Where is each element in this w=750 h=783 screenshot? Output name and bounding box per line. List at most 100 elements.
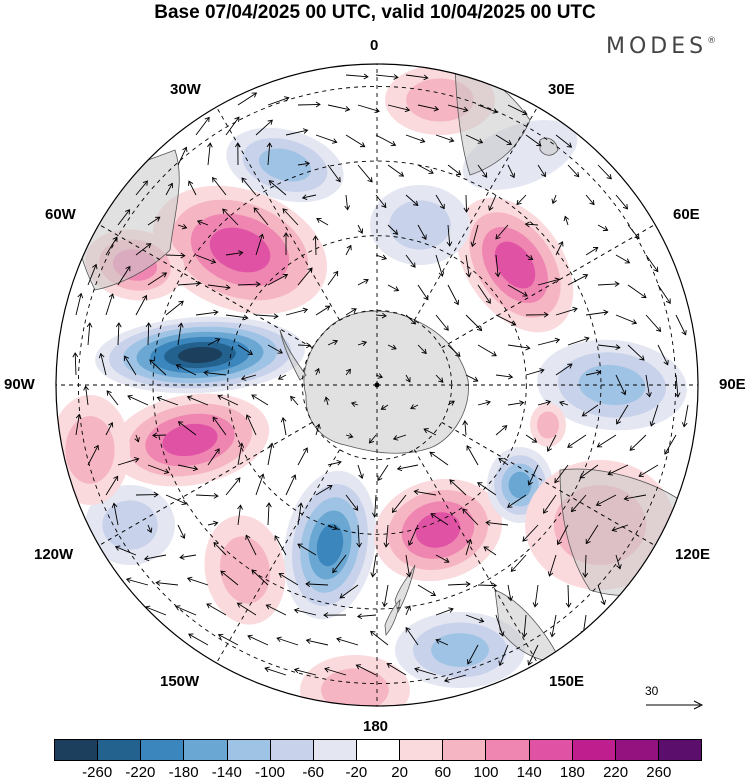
wind-arrow-head	[355, 664, 362, 670]
wind-arrow-head	[616, 419, 622, 425]
wind-arrow	[147, 216, 161, 226]
map-border	[55, 63, 699, 707]
wind-arrow	[627, 224, 640, 239]
wind-arrow	[332, 554, 347, 573]
wind-arrow	[302, 194, 317, 199]
anomaly-contour	[508, 471, 532, 499]
wind-arrow-head	[540, 171, 546, 178]
wind-arrow	[488, 194, 497, 211]
wind-arrow-head	[381, 202, 387, 209]
wind-arrow	[113, 503, 119, 526]
wind-arrow-head	[363, 278, 369, 284]
wind-arrow	[124, 355, 137, 376]
wind-arrow	[507, 104, 528, 115]
wind-arrow	[106, 390, 119, 406]
wind-arrow-head	[188, 633, 194, 639]
wind-arrow	[369, 434, 377, 444]
wind-arrow	[327, 271, 339, 286]
wind-arrow-head	[600, 599, 607, 606]
wind-arrow-head	[265, 604, 272, 610]
wind-arrow-head	[188, 180, 194, 186]
modes-logo: MODES®	[606, 34, 717, 59]
wind-arrow	[220, 570, 239, 586]
wind-arrow	[177, 282, 200, 286]
wind-arrow-head	[213, 493, 219, 499]
wind-arrow-head	[483, 546, 489, 552]
wind-arrow	[507, 494, 527, 508]
wind-arrow-head	[596, 442, 603, 448]
wind-arrow-head	[153, 491, 159, 498]
wind-arrow	[237, 443, 243, 466]
wind-arrow-head	[93, 444, 99, 451]
wind-arrow-head	[370, 572, 377, 578]
wind-arrow-head	[307, 267, 313, 273]
graticule	[56, 64, 698, 706]
wind-arrow	[627, 284, 647, 298]
wind-arrow-head	[305, 638, 312, 644]
wind-arrow-head	[446, 241, 453, 247]
wind-arrow	[315, 305, 330, 316]
wind-arrow-head	[527, 255, 534, 261]
wind-arrow	[585, 311, 608, 316]
wind-arrow	[525, 223, 539, 226]
wind-arrow-head	[336, 636, 342, 643]
wind-arrow	[417, 164, 434, 174]
wind-arrow-head	[236, 602, 243, 608]
wind-arrow	[179, 554, 197, 559]
wind-arrow-head	[241, 177, 247, 183]
wind-arrow-head	[393, 74, 399, 80]
wind-arrow	[525, 434, 537, 443]
wind-arrow	[206, 603, 227, 616]
wind-arrow	[567, 584, 570, 608]
wind-arrow	[435, 554, 450, 563]
wind-arrow-head	[491, 351, 497, 357]
wind-arrow	[117, 266, 131, 286]
wind-arrow-head	[335, 176, 341, 183]
wind-arrow	[615, 554, 621, 569]
anomaly-field	[56, 65, 687, 706]
wind-arrow	[657, 344, 669, 365]
wind-arrow	[375, 194, 387, 208]
wind-arrow	[204, 371, 227, 376]
wind-arrow-head	[301, 194, 308, 200]
wind-arrow	[356, 664, 377, 676]
wind-arrow-head	[192, 465, 199, 472]
colorbar-tick-label: -20	[345, 764, 368, 781]
wind-arrow-head	[455, 351, 461, 357]
wind-arrow	[477, 104, 498, 113]
south-pole-marker	[374, 382, 380, 388]
wind-arrow	[645, 314, 661, 332]
wind-arrow-head	[204, 116, 210, 123]
wind-arrow-head	[324, 305, 331, 311]
wind-arrow	[597, 283, 619, 286]
wind-arrow	[135, 243, 152, 256]
wind-arrow-head	[623, 495, 629, 502]
wind-arrow-head	[444, 677, 450, 683]
wind-arrow	[464, 420, 467, 436]
wind-arrow-head	[222, 208, 228, 214]
wind-arrow	[241, 177, 257, 196]
wind-arrow-head	[251, 92, 258, 98]
wind-arrow-head	[92, 263, 98, 270]
anomaly-contour	[65, 416, 115, 484]
wind-arrow-head	[681, 422, 688, 428]
wind-arrow-head	[478, 617, 485, 623]
wind-arrow	[405, 254, 416, 268]
wind-arrow	[117, 209, 130, 226]
anomaly-contour	[431, 633, 489, 667]
wind-arrow-head	[217, 633, 224, 639]
wind-arrow-head	[350, 401, 357, 407]
wind-arrow-head	[213, 309, 219, 316]
lon-label-150e: 150E	[549, 673, 585, 690]
wind-arrow	[435, 374, 444, 383]
wind-arrow	[357, 224, 363, 234]
wind-arrow-head	[495, 234, 501, 240]
wind-arrow	[87, 264, 97, 286]
wind-arrow	[537, 278, 560, 286]
wind-arrow	[555, 308, 578, 316]
colorbar-swatch	[658, 740, 702, 760]
wind-arrow	[147, 322, 150, 346]
wind-arrow-head	[516, 199, 522, 206]
wind-arrow	[237, 602, 257, 616]
wind-arrow	[547, 434, 557, 452]
